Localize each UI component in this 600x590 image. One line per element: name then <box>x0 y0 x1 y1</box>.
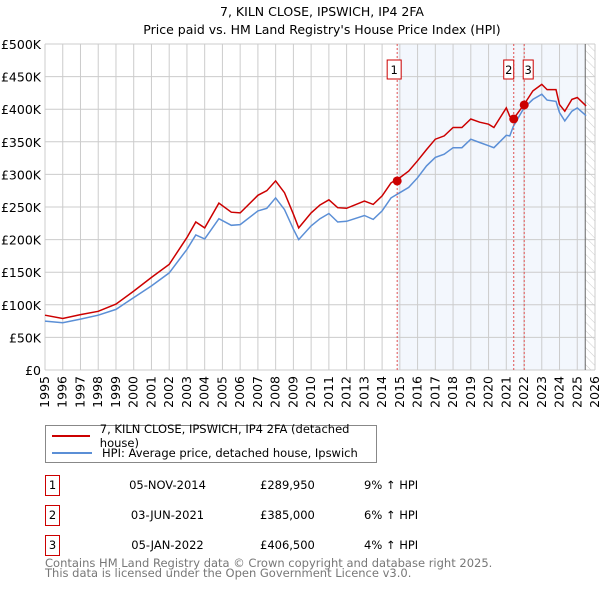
sale-hpi-diff: 4% ↑ HPI <box>364 538 419 552</box>
x-tick-label: 2025 <box>569 376 584 408</box>
x-tick-label: 1999 <box>108 376 123 408</box>
sale-marker-label: 2 <box>505 63 512 77</box>
sale-price: £289,950 <box>260 478 315 492</box>
sale-number: 3 <box>45 535 60 556</box>
x-tick-label: 2012 <box>339 376 354 408</box>
x-tick-label: 2023 <box>534 376 549 408</box>
legend: 7, KILN CLOSE, IPSWICH, IP4 2FA (detache… <box>45 422 377 463</box>
legend-line-red <box>52 435 90 437</box>
chart-title: 7, KILN CLOSE, IPSWICH, IP4 2FA <box>220 4 424 19</box>
legend-label: HPI: Average price, detached house, Ipsw… <box>102 446 358 460</box>
sale-point <box>509 114 519 124</box>
legend-label: 7, KILN CLOSE, IPSWICH, IP4 2FA (detache… <box>99 422 350 450</box>
x-tick-label: 2005 <box>214 376 229 408</box>
y-tick-label: £100K <box>1 298 42 313</box>
y-tick-label: £150K <box>1 265 42 280</box>
y-tick-label: £450K <box>1 70 42 85</box>
price-chart: 7, KILN CLOSE, IPSWICH, IP4 2FA Price pa… <box>1 4 600 408</box>
x-tick-label: 1995 <box>37 376 52 408</box>
sale-price: £406,500 <box>260 538 315 552</box>
x-tick-label: 2004 <box>197 376 212 408</box>
footer: Contains HM Land Registry data © Crown c… <box>45 556 493 580</box>
x-tick-label: 2022 <box>516 376 531 408</box>
x-tick-label: 2009 <box>285 376 300 408</box>
sale-hpi-diff: 9% ↑ HPI <box>364 478 419 492</box>
x-tick-label: 2017 <box>427 376 442 408</box>
y-tick-label: £500K <box>1 37 42 52</box>
legend-line-blue <box>52 452 92 454</box>
footer-line: This data is licensed under the Open Gov… <box>45 566 412 580</box>
sale-marker-box <box>386 59 402 80</box>
legend-item-property: 7, KILN CLOSE, IPSWICH, IP4 2FA (detache… <box>52 422 376 450</box>
y-tick-label: £400K <box>1 102 42 117</box>
x-tick-label: 1997 <box>72 376 87 408</box>
sale-marker-box <box>522 59 534 80</box>
x-tick-label: 1996 <box>55 376 70 408</box>
x-tick-label: 2024 <box>552 376 567 408</box>
x-tick-label: 2008 <box>268 376 283 408</box>
x-tick-label: 2016 <box>410 376 425 408</box>
x-tick-label: 2013 <box>356 376 371 408</box>
x-tick-label: 2015 <box>392 376 407 408</box>
sale-date: 05-JAN-2022 <box>131 538 204 552</box>
x-tick-label: 2000 <box>126 376 141 408</box>
sale-marker-label: 1 <box>391 63 398 77</box>
x-tick-label: 2020 <box>481 376 496 408</box>
sale-date: 03-JUN-2021 <box>130 508 205 522</box>
x-tick-label: 2021 <box>498 376 513 408</box>
y-tick-label: £300K <box>1 167 42 182</box>
sale-marker-box <box>503 59 515 80</box>
x-tick-label: 2011 <box>321 376 336 408</box>
x-tick-label: 1998 <box>90 376 105 408</box>
y-tick-label: £350K <box>1 135 42 150</box>
sale-hpi-diff: 6% ↑ HPI <box>364 508 419 522</box>
footer-line: Contains HM Land Registry data © Crown c… <box>45 556 493 570</box>
x-tick-label: 2018 <box>445 376 460 408</box>
x-tick-label: 2001 <box>143 376 158 408</box>
legend-item-hpi: HPI: Average price, detached house, Ipsw… <box>52 445 358 461</box>
sale-number: 1 <box>45 475 60 496</box>
chart-subtitle: Price paid vs. HM Land Registry's House … <box>143 22 500 37</box>
x-tick-label: 2010 <box>303 376 318 408</box>
x-tick-label: 2002 <box>161 376 176 408</box>
sale-point <box>392 176 402 186</box>
x-tick-label: 2019 <box>463 376 478 408</box>
sale-point <box>519 100 529 110</box>
sale-row: 2 03-JUN-2021 £385,000 6% ↑ HPI <box>45 505 465 526</box>
sale-price: £385,000 <box>260 508 315 522</box>
sale-row: 3 05-JAN-2022 £406,500 4% ↑ HPI <box>45 535 465 556</box>
x-tick-label: 2007 <box>250 376 265 408</box>
x-tick-label: 2014 <box>374 376 389 408</box>
sale-date: 05-NOV-2014 <box>129 478 206 492</box>
sale-number: 2 <box>45 505 60 526</box>
x-tick-label: 2026 <box>587 376 600 408</box>
y-tick-label: £50K <box>9 330 42 345</box>
sale-row: 1 05-NOV-2014 £289,950 9% ↑ HPI <box>45 475 465 496</box>
sale-marker-label: 3 <box>525 63 532 77</box>
y-tick-label: £250K <box>1 200 42 215</box>
y-tick-label: £200K <box>1 233 42 248</box>
y-tick-label: £0 <box>25 363 41 378</box>
x-tick-label: 2003 <box>179 376 194 408</box>
x-tick-label: 2006 <box>232 376 247 408</box>
